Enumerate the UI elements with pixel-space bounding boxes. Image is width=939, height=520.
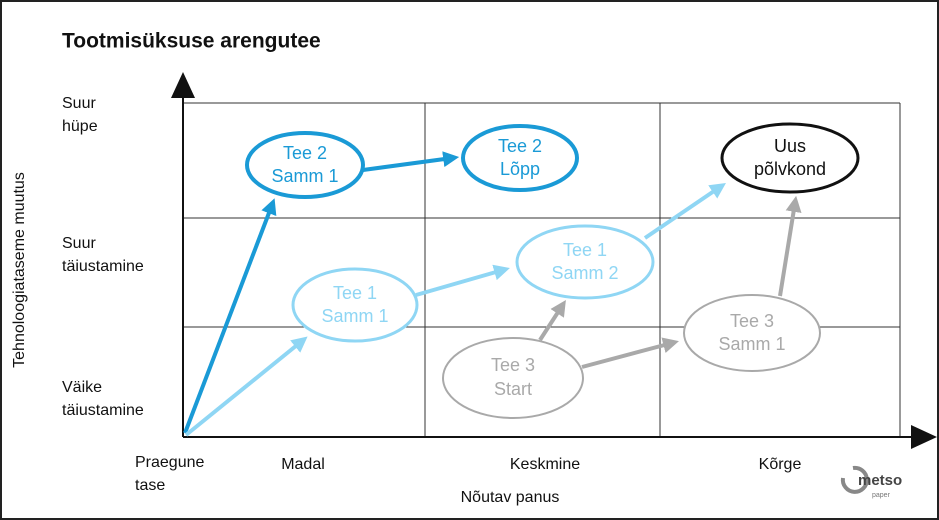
origin-label: Praegune — [135, 454, 204, 471]
nodes — [245, 122, 860, 419]
logo-sub: paper — [872, 492, 891, 499]
node-text: Tee 3 — [491, 355, 535, 375]
logo: metso paper — [840, 465, 902, 499]
y-level: Suur — [62, 95, 96, 112]
node-text: Tee 3 — [730, 311, 774, 331]
node-text: Tee 2 — [498, 136, 542, 156]
node-labels: Tee 2 Samm 1 Tee 2 Lõpp Uus põlvkond Tee… — [271, 136, 826, 399]
x-level: Kõrge — [759, 456, 802, 473]
node-text: Samm 2 — [551, 263, 618, 283]
y-arrow — [171, 72, 195, 98]
x-level: Keskmine — [510, 456, 580, 473]
node-text: Tee 2 — [283, 143, 327, 163]
y-level: hüpe — [62, 118, 98, 135]
logo-mark — [840, 465, 869, 494]
x-arrow — [911, 425, 937, 449]
origin-label: tase — [135, 477, 165, 494]
y-level: täiustamine — [62, 402, 144, 419]
node-text: Samm 1 — [321, 306, 388, 326]
logo-name: metso — [858, 472, 902, 489]
node-text: Start — [494, 379, 532, 399]
title: Tootmisüksuse arengutee — [62, 30, 321, 53]
node-text: Samm 1 — [718, 334, 785, 354]
y-level: Väike — [62, 379, 102, 396]
node-text: Samm 1 — [271, 166, 338, 186]
node-text: Tee 1 — [563, 240, 607, 260]
x-level: Madal — [281, 456, 325, 473]
node-text: Lõpp — [500, 159, 540, 179]
node-text: Uus — [774, 136, 806, 156]
node-text: Tee 1 — [333, 283, 377, 303]
node-text: põlvkond — [754, 159, 826, 179]
y-level: Suur — [62, 235, 96, 252]
y-level: täiustamine — [62, 258, 144, 275]
arrows — [183, 151, 802, 437]
y-axis-label: Tehnoloogiataseme muutus — [11, 172, 28, 368]
x-axis-label: Nõutav panus — [461, 489, 560, 506]
